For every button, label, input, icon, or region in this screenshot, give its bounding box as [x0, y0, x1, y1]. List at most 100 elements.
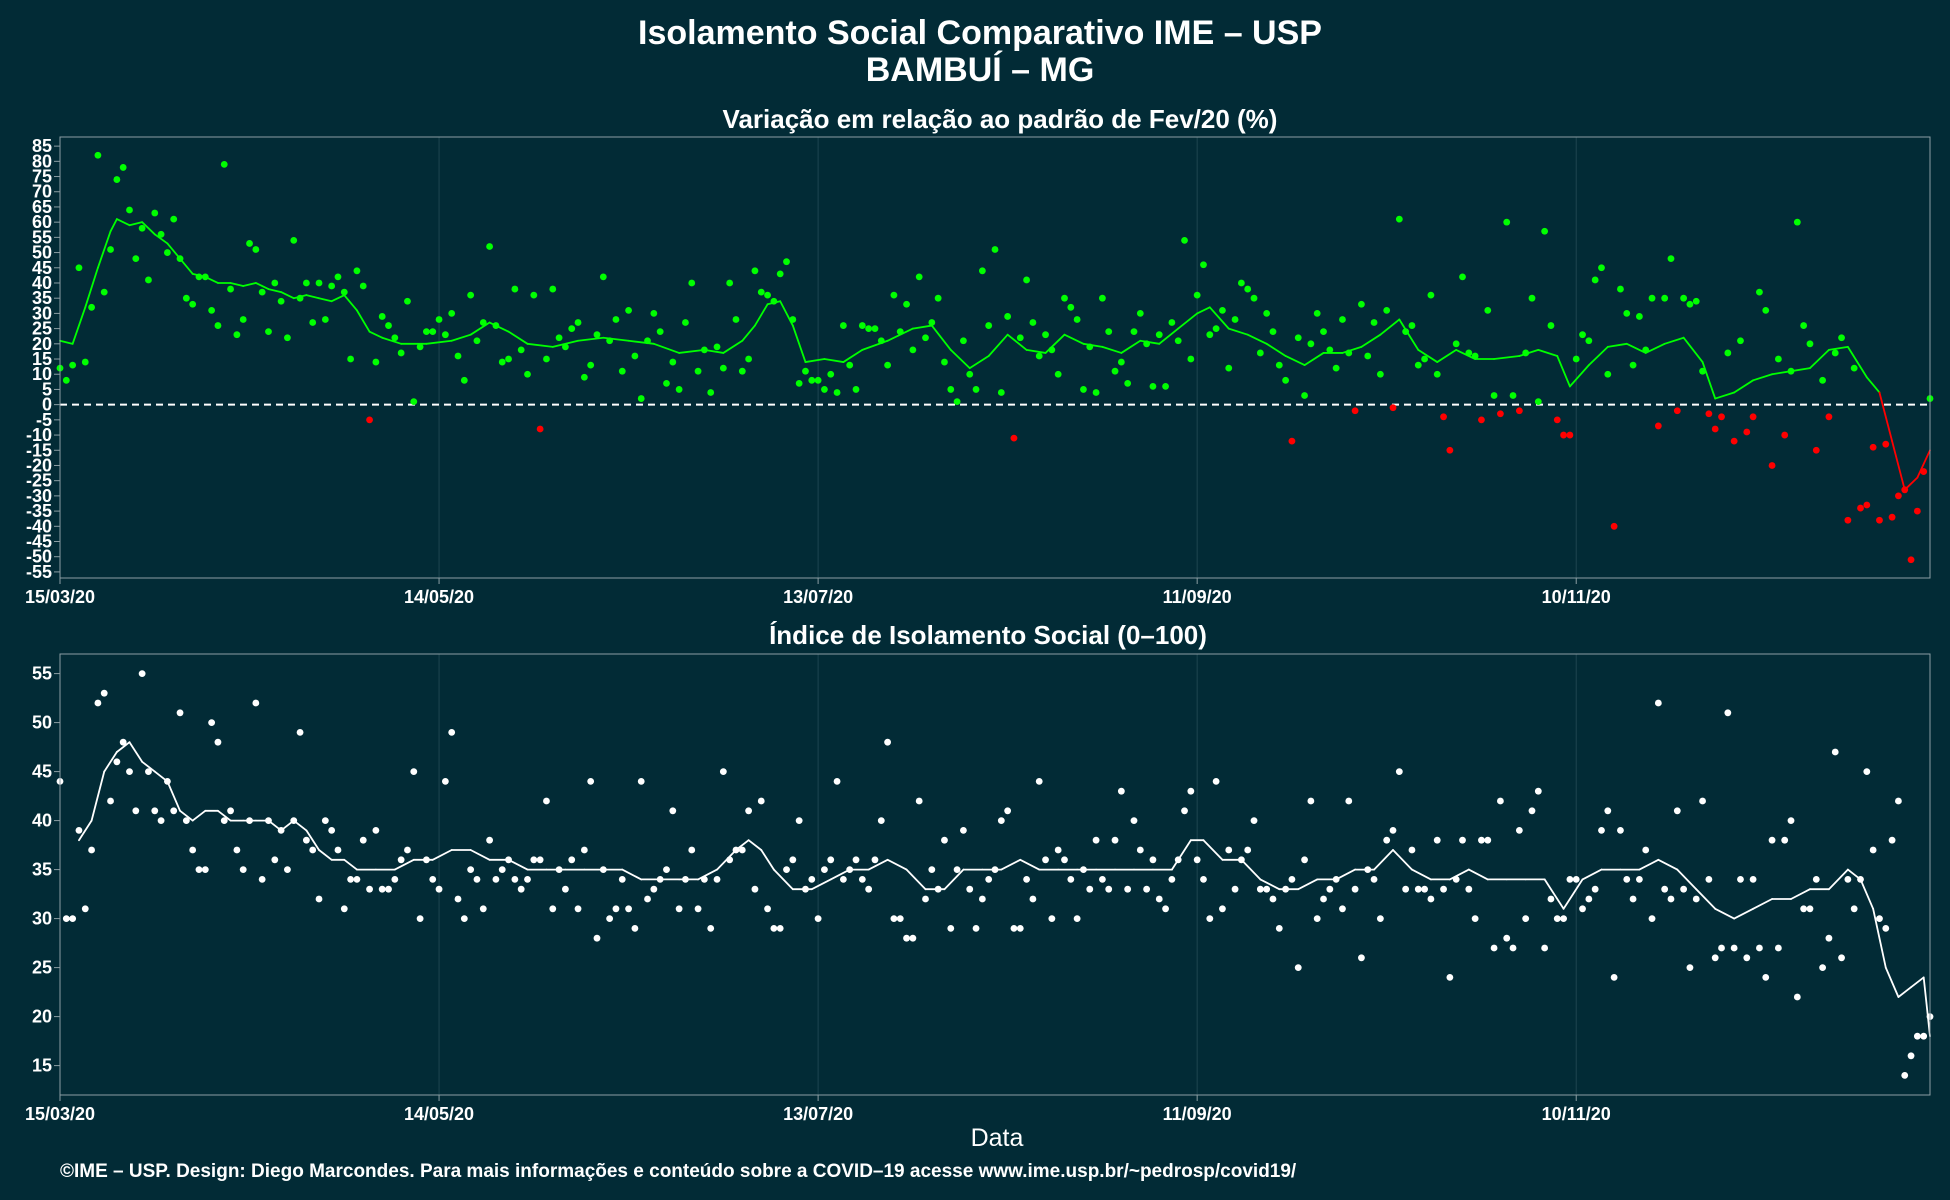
- p2-point-42: [321, 817, 329, 824]
- p1-point-145: [972, 386, 980, 393]
- p1-trend-segment: [1398, 318, 1420, 351]
- p2-trend-segment: [697, 868, 718, 881]
- p2-point-134: [903, 934, 910, 942]
- p1-ytick-label-20: 45: [32, 258, 52, 278]
- p2-point-58: [423, 856, 430, 864]
- p1-point-140: [941, 358, 948, 366]
- p1-point-99: [682, 319, 689, 326]
- p1-ytick-label-27: 80: [32, 151, 52, 171]
- p1-point-240: [1572, 355, 1580, 363]
- p2-point-274: [1787, 817, 1795, 824]
- p2-point-175: [1162, 905, 1169, 913]
- p2-point-9: [113, 758, 121, 766]
- p2-point-50: [372, 827, 380, 834]
- p1-point-2: [69, 361, 77, 369]
- p2-point-14: [145, 768, 152, 775]
- p1-trend-segment: [1714, 391, 1736, 400]
- p2-point-108: [738, 846, 746, 854]
- p1-point-109: [745, 355, 753, 363]
- p1-point-136: [915, 273, 923, 281]
- p2-point-38: [296, 729, 304, 736]
- p2-point-59: [429, 876, 437, 883]
- p1-trend-segment: [741, 324, 756, 342]
- p2-point-116: [789, 856, 797, 864]
- p2-point-207: [1364, 866, 1372, 873]
- p2-point-210: [1383, 836, 1391, 844]
- p2-point-5: [88, 846, 95, 854]
- p1-point-119: [808, 376, 816, 384]
- p2-xtick-label-1: 14/05/20: [404, 1104, 474, 1124]
- p1-point-96: [663, 379, 670, 387]
- p2-point-160: [1067, 876, 1075, 883]
- p1-point-165: [1098, 294, 1106, 302]
- p1-point-216: [1421, 355, 1428, 363]
- p1-point-91: [631, 352, 639, 360]
- p1-trend-segment: [1101, 345, 1123, 354]
- p2-point-87: [606, 915, 614, 922]
- p1-point-11: [126, 206, 133, 214]
- p2-point-68: [486, 836, 493, 844]
- p1-trend-segment: [153, 233, 169, 245]
- p1-point-155: [1035, 352, 1043, 360]
- p2-point-53: [391, 876, 399, 883]
- p2-point-231: [1515, 827, 1523, 834]
- p1-trend-segment: [1568, 364, 1590, 388]
- p2-point-289: [1882, 925, 1890, 932]
- p2-point-88: [612, 905, 620, 913]
- p2-point-137: [922, 895, 929, 903]
- p1-point-228: [1497, 410, 1504, 418]
- p2-point-243: [1591, 885, 1599, 893]
- p2-point-31: [252, 699, 260, 707]
- p1-point-129: [871, 325, 879, 333]
- p2-point-69: [492, 876, 500, 883]
- p1-trend-segment: [722, 339, 744, 354]
- p1-point-282: [1838, 334, 1845, 342]
- p1-point-47: [353, 267, 361, 275]
- p2-point-281: [1831, 748, 1839, 756]
- p1-trend-segment: [1158, 327, 1180, 345]
- p1-ytick-label-3: -40: [26, 516, 52, 536]
- p1-point-88: [612, 316, 620, 323]
- p1-trend-segment: [469, 321, 491, 336]
- p2-point-43: [328, 827, 336, 834]
- p2-point-215: [1414, 885, 1422, 893]
- p2-point-272: [1774, 944, 1782, 952]
- p2-point-204: [1345, 797, 1353, 805]
- p1-point-172: [1143, 340, 1151, 348]
- p2-point-191: [1263, 885, 1271, 893]
- p2-trend-segment: [1638, 858, 1660, 871]
- figure-title: Isolamento Social Comparativo IME – USP: [638, 14, 1322, 52]
- p1-point-154: [1029, 319, 1037, 326]
- p2-point-197: [1301, 856, 1308, 864]
- p2-point-48: [359, 836, 367, 844]
- p2-point-57: [416, 915, 424, 922]
- p1-trend-segment: [1701, 361, 1717, 400]
- p1-trend-segment: [1606, 342, 1628, 348]
- p2-trend-segment: [217, 809, 232, 822]
- p1-point-150: [1004, 313, 1012, 320]
- p2-trend-segment: [1297, 878, 1319, 891]
- p1-point-95: [656, 328, 664, 336]
- p1-trend-segment: [1846, 345, 1868, 379]
- p2-trend-segment: [343, 858, 358, 871]
- p1-point-248: [1623, 310, 1631, 317]
- p2-point-129: [871, 856, 879, 864]
- p2-point-148: [991, 866, 999, 873]
- p1-point-146: [978, 267, 986, 275]
- p2-point-285: [1857, 876, 1864, 883]
- p2-trend-segment: [1467, 868, 1489, 881]
- p2-xtick-label-4: 10/11/20: [1542, 1104, 1611, 1124]
- p2-point-251: [1642, 846, 1650, 854]
- p1-ytick-label-14: 15: [32, 349, 52, 369]
- p2-ytick-label-2: 25: [32, 958, 52, 978]
- p2-point-63: [454, 895, 462, 903]
- p1-point-134: [903, 300, 910, 308]
- p2-point-10: [119, 738, 127, 746]
- p2-point-165: [1098, 876, 1106, 883]
- p1-trend-segment: [1208, 306, 1230, 330]
- p1-point-267: [1743, 428, 1751, 436]
- p2-point-77: [543, 797, 550, 805]
- p2-point-74: [524, 876, 531, 883]
- p1-point-222: [1459, 273, 1466, 281]
- p1-point-12: [132, 255, 140, 263]
